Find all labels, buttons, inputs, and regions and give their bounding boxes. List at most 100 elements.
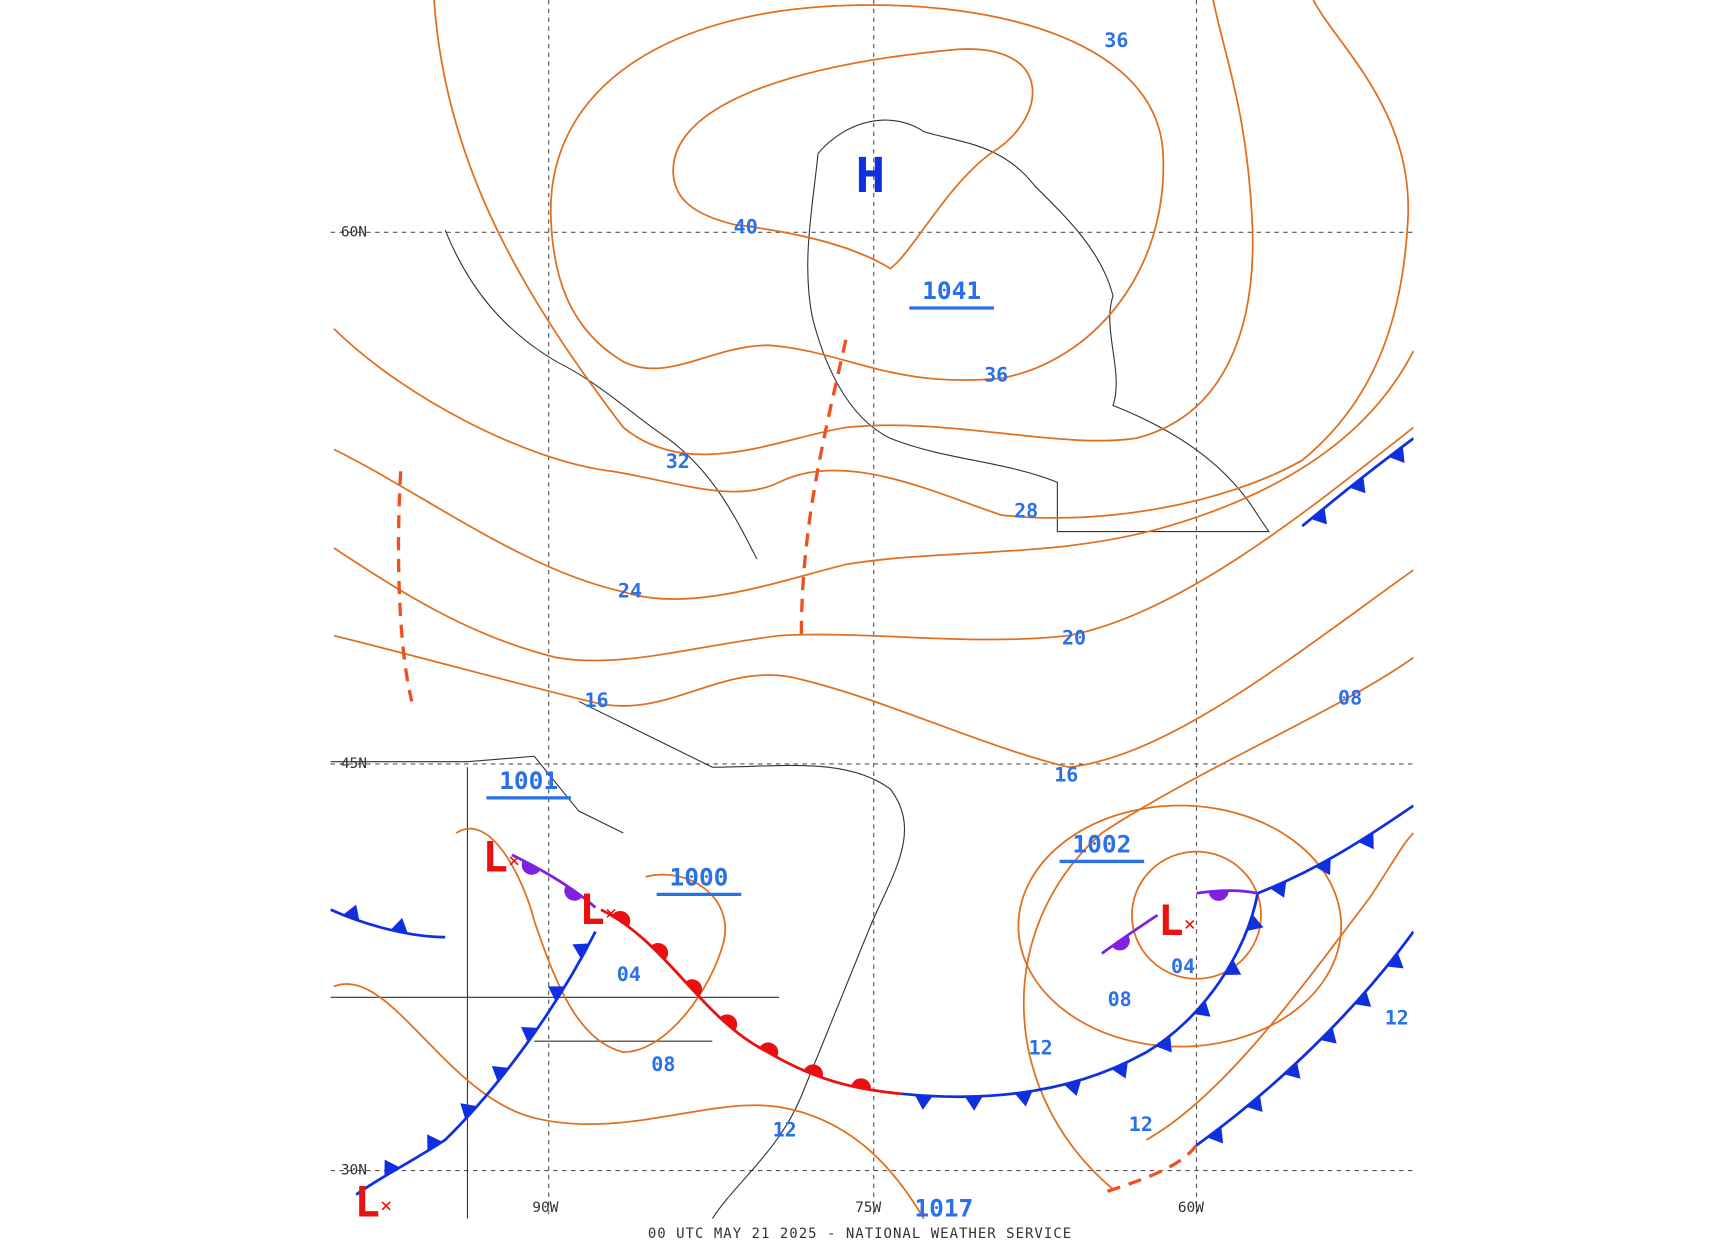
front-symbol — [1014, 1091, 1033, 1107]
isobar-label: 24 — [618, 579, 642, 602]
pressure-label: 1041 — [922, 276, 981, 305]
front-symbol — [342, 904, 360, 922]
isobar — [672, 48, 1034, 270]
trough — [799, 339, 848, 636]
front-symbol — [964, 1096, 983, 1111]
center-x: × — [380, 1194, 392, 1217]
front-symbol — [1064, 1079, 1082, 1096]
fronts — [330, 437, 1414, 1196]
isobar-label: 12 — [1385, 1007, 1409, 1030]
isobar-label: 40 — [734, 216, 758, 239]
isobar-label: 12 — [773, 1119, 797, 1142]
isobar — [333, 569, 1414, 769]
isobar — [1017, 804, 1343, 1048]
front-symbol — [1224, 959, 1242, 976]
isobar-label: 16 — [585, 689, 609, 712]
front — [1195, 930, 1414, 1147]
isobar-label: 04 — [1171, 955, 1195, 978]
front-symbol — [1320, 1027, 1337, 1044]
front — [901, 892, 1260, 1099]
front-symbol — [1388, 446, 1405, 463]
front-symbol — [427, 1134, 443, 1152]
front-symbol — [719, 1014, 738, 1031]
isobar-label: 08 — [1108, 988, 1132, 1011]
front — [600, 908, 902, 1096]
front — [511, 853, 597, 909]
front-symbol — [1193, 1000, 1211, 1017]
lat-label: 45N — [341, 756, 367, 772]
front-symbol — [1246, 1095, 1263, 1112]
pressure-label: 1002 — [1072, 830, 1131, 859]
center-letter: L — [1158, 896, 1183, 945]
map-area — [330, 0, 1414, 1219]
pressure-label: 1000 — [669, 863, 728, 892]
front-symbol — [547, 986, 565, 1002]
front — [1101, 914, 1159, 955]
isobar-label: 28 — [1014, 499, 1038, 522]
front-symbol — [1207, 1126, 1224, 1144]
front-symbol — [1155, 1035, 1172, 1053]
trough — [396, 471, 414, 702]
center-x: × — [508, 849, 520, 872]
front-symbol — [390, 917, 408, 934]
front-symbol — [1284, 1062, 1301, 1079]
isobar — [333, 426, 1414, 662]
front-symbol — [1354, 990, 1372, 1007]
pressure-label: 1001 — [499, 766, 558, 795]
front — [1257, 804, 1414, 895]
isobar — [333, 983, 925, 1219]
center-letter: L — [483, 833, 508, 882]
isobar — [333, 350, 1414, 600]
isobar-label: 20 — [1062, 627, 1086, 650]
border — [330, 755, 780, 1219]
isobar-label: 32 — [666, 450, 690, 473]
front-symbol — [564, 885, 583, 901]
front-symbol — [685, 979, 703, 997]
front-symbol — [611, 910, 631, 927]
troughs — [396, 339, 1198, 1193]
front — [330, 908, 446, 939]
front — [1196, 889, 1258, 895]
lat-label: 30N — [341, 1163, 367, 1179]
front-symbol — [914, 1095, 933, 1110]
pressure-label: 1017 — [914, 1194, 973, 1223]
trough — [1106, 1144, 1198, 1193]
front-symbol — [572, 943, 590, 959]
front — [355, 930, 597, 1196]
front-symbol — [1111, 1061, 1128, 1079]
front-symbol — [1310, 507, 1327, 525]
isobar-label: 36 — [984, 364, 1008, 387]
isobar — [433, 0, 1254, 456]
front-symbol — [521, 1026, 538, 1043]
front-symbol — [1208, 890, 1229, 901]
isobar-label: 36 — [1104, 29, 1128, 52]
front-symbol — [803, 1064, 823, 1078]
center-x: × — [1184, 913, 1196, 936]
front-symbol — [1358, 832, 1374, 850]
front-symbol — [1315, 858, 1331, 876]
front-symbol — [759, 1042, 779, 1058]
isobar — [550, 4, 1165, 381]
front-symbol — [1386, 952, 1404, 969]
isobar-label: 12 — [1029, 1036, 1053, 1059]
center-x: × — [605, 902, 617, 925]
grid — [330, 0, 1414, 1219]
isobar — [455, 827, 726, 1054]
center-letter: H — [856, 148, 885, 204]
front-symbol — [851, 1078, 871, 1091]
front-symbol — [1111, 934, 1130, 951]
lon-label: 75W — [855, 1200, 881, 1216]
isobar-label: 12 — [1129, 1113, 1153, 1136]
front-symbol — [1246, 914, 1264, 932]
front-symbol — [651, 943, 669, 960]
coastlines — [330, 119, 1270, 1219]
front-symbol — [384, 1159, 400, 1177]
isobar-label: 08 — [651, 1053, 675, 1076]
front-symbol — [1270, 881, 1287, 898]
coast — [444, 229, 758, 560]
lon-label: 90W — [532, 1200, 558, 1216]
center-letter: L — [355, 1178, 380, 1227]
